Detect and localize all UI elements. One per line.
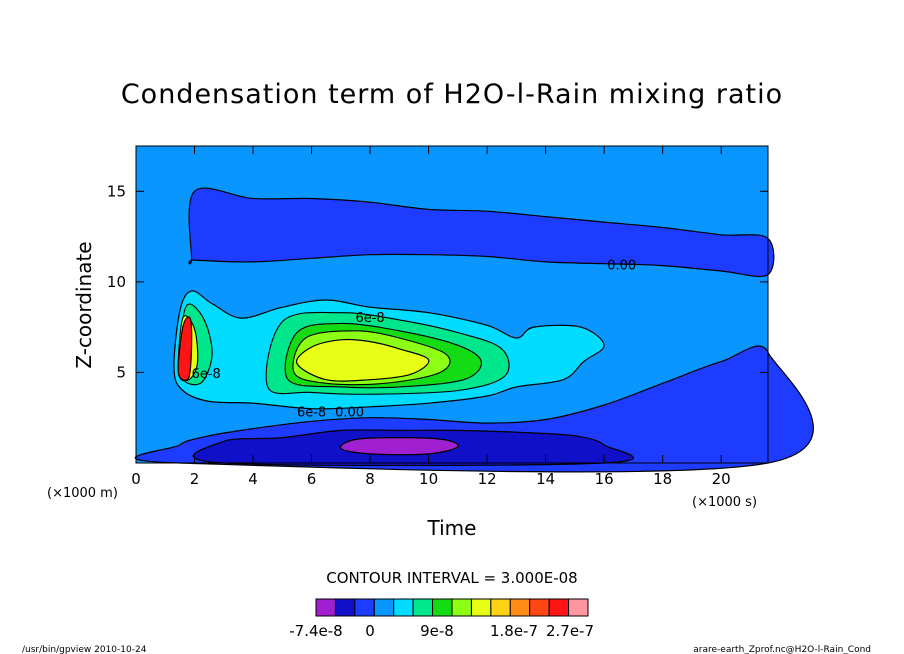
x-tick-label: 18 bbox=[653, 470, 672, 488]
x-tick-label: 0 bbox=[131, 470, 141, 488]
x-tick-label: 12 bbox=[478, 470, 497, 488]
colorbar-tick-labels: -7.4e-8 0 9e-8 1.8e-7 2.7e-7 bbox=[289, 622, 594, 640]
contour-region-initial-peak bbox=[177, 316, 193, 381]
colorbar-tick-label: 9e-8 bbox=[420, 622, 454, 640]
colorbar-swatch bbox=[432, 598, 453, 617]
y-tick-label: 5 bbox=[116, 363, 126, 381]
contour-fields bbox=[134, 187, 814, 473]
contour-region-negative-minimum bbox=[339, 436, 459, 456]
x-tick-label: 6 bbox=[307, 470, 317, 488]
colorbar-swatch bbox=[393, 598, 414, 617]
x-unit-label: (×1000 s) bbox=[692, 495, 757, 510]
contour-label-2: 6e-8 bbox=[192, 367, 221, 382]
colorbar-swatch bbox=[509, 598, 531, 617]
y-axis-ticks: 5 10 15 bbox=[107, 182, 768, 381]
contour-labels: 0.00 6e-8 6e-8 6e-8 0.00 bbox=[192, 259, 637, 421]
contour-region-negative-band-upper bbox=[188, 187, 775, 278]
y-axis-label: Z-coordinate bbox=[72, 241, 96, 368]
colorbar-swatch bbox=[334, 598, 356, 617]
colorbar-swatch bbox=[315, 598, 336, 617]
chart-title: Condensation term of H2O-l-Rain mixing r… bbox=[121, 79, 783, 110]
x-tick-label: 4 bbox=[248, 470, 258, 488]
contour-interval-text: CONTOUR INTERVAL = 3.000E-08 bbox=[326, 569, 577, 587]
contour-label-0: 0.00 bbox=[607, 259, 636, 274]
footer-left: /usr/bin/gpview 2010-10-24 bbox=[22, 645, 147, 654]
colorbar bbox=[315, 598, 589, 617]
x-tick-label: 2 bbox=[190, 470, 200, 488]
colorbar-tick-label: -7.4e-8 bbox=[289, 622, 342, 640]
colorbar-swatch bbox=[490, 598, 511, 617]
colorbar-swatch bbox=[548, 598, 570, 617]
colorbar-swatch bbox=[470, 598, 492, 617]
colorbar-swatch bbox=[412, 598, 434, 617]
colorbar-swatch bbox=[354, 598, 375, 617]
contour-label-1: 6e-8 bbox=[355, 311, 384, 326]
colorbar-swatch bbox=[451, 598, 472, 617]
x-tick-label: 8 bbox=[365, 470, 375, 488]
y-tick-label: 10 bbox=[107, 273, 126, 291]
plot-frame bbox=[135, 145, 769, 464]
x-tick-label: 10 bbox=[419, 470, 438, 488]
contour-label-3: 6e-8 bbox=[297, 405, 326, 420]
x-axis-ticks: 0 2 4 6 8 10 12 14 16 18 20 bbox=[131, 146, 731, 488]
colorbar-tick-label: 1.8e-7 bbox=[490, 622, 538, 640]
contour-label-4: 0.00 bbox=[335, 405, 364, 420]
x-tick-label: 20 bbox=[712, 470, 731, 488]
colorbar-swatch bbox=[529, 598, 550, 617]
plot-area: 0.00 6e-8 6e-8 6e-8 0.00 0 2 4 6 8 10 12 14 16 18 20 5… bbox=[107, 145, 814, 488]
x-axis-label: Time bbox=[427, 516, 477, 540]
footer-right: arare-earth_Zprof.nc@H2O-l-Rain_Cond bbox=[693, 645, 871, 654]
colorbar-tick-label: 0 bbox=[365, 622, 375, 640]
colorbar-tick-label: 2.7e-7 bbox=[546, 622, 594, 640]
y-unit-label: (×1000 m) bbox=[47, 486, 118, 501]
colorbar-swatch bbox=[568, 598, 589, 617]
x-tick-label: 14 bbox=[536, 470, 555, 488]
colorbar-swatch bbox=[373, 598, 395, 617]
x-tick-label: 16 bbox=[595, 470, 614, 488]
y-tick-label: 15 bbox=[107, 182, 126, 200]
contour-region-positive-core bbox=[295, 338, 430, 382]
